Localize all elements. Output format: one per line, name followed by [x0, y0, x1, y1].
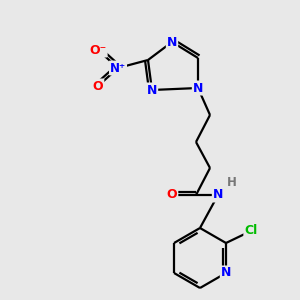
Text: N⁺: N⁺ [110, 61, 126, 74]
Text: N: N [221, 266, 231, 280]
Text: O: O [167, 188, 177, 202]
Text: Cl: Cl [244, 224, 258, 238]
Text: N: N [147, 83, 157, 97]
Text: O: O [93, 80, 103, 92]
Text: N: N [213, 188, 223, 202]
Text: O⁻: O⁻ [89, 44, 106, 56]
Text: N: N [193, 82, 203, 94]
Text: H: H [227, 176, 237, 190]
Text: N: N [167, 35, 177, 49]
